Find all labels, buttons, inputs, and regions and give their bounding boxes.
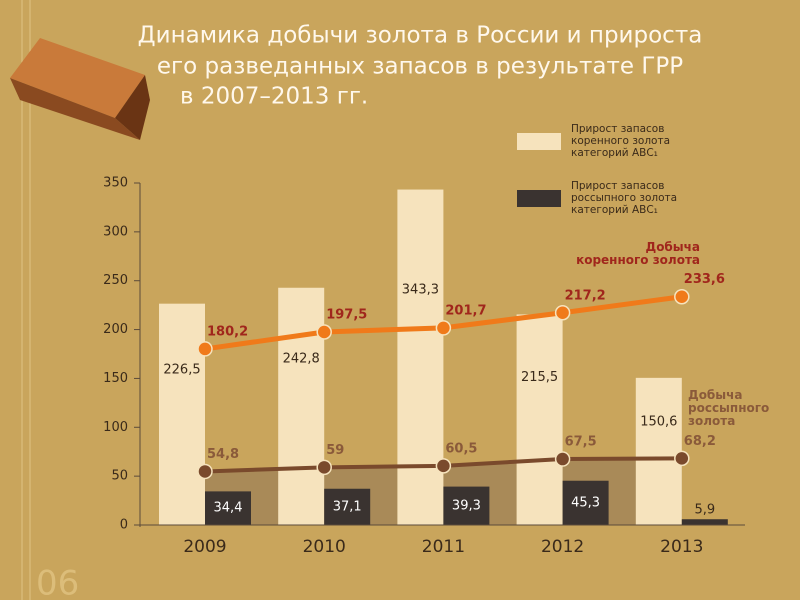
gold-bar-icon <box>10 38 150 140</box>
value-label: 215,5 <box>521 370 558 385</box>
point <box>435 458 452 474</box>
y-tick-label: 0 <box>120 518 128 533</box>
value-label: 180,2 <box>207 324 248 339</box>
bar <box>635 377 682 525</box>
value-label: 37,1 <box>333 499 362 514</box>
value-label: 201,7 <box>445 303 486 318</box>
y-tick-label: 100 <box>103 420 128 435</box>
value-label: 59 <box>326 443 344 458</box>
bar <box>562 480 609 525</box>
y-tick-label: 50 <box>111 469 128 484</box>
y-tick-label: 300 <box>103 224 128 239</box>
point <box>197 341 213 357</box>
point <box>554 451 571 467</box>
value-label: 45,3 <box>571 495 600 510</box>
x-tick-label: 2012 <box>541 537 584 557</box>
value-label: 150,6 <box>640 414 677 429</box>
title-line: Динамика добычи золота в России и прирос… <box>138 23 703 49</box>
point <box>316 459 332 476</box>
legend-swatch <box>517 133 561 150</box>
bar <box>324 488 371 525</box>
point <box>316 324 332 340</box>
value-label: 67,5 <box>565 435 597 450</box>
bar <box>397 189 444 525</box>
point <box>554 305 571 321</box>
point <box>197 463 213 480</box>
bar <box>516 314 563 525</box>
y-tick-label: 200 <box>103 322 128 337</box>
line-label: Добыча россыпного золота <box>688 388 770 428</box>
title-line: его разведанных запасов в результате ГРР <box>157 54 683 80</box>
y-tick-label: 350 <box>103 176 128 191</box>
y-tick-label: 250 <box>103 273 128 288</box>
legend-swatch <box>517 190 561 207</box>
bar <box>443 486 490 525</box>
value-label: 60,5 <box>445 441 477 456</box>
y-tick-label: 150 <box>103 371 128 386</box>
x-tick-label: 2011 <box>422 537 465 557</box>
value-label: 343,3 <box>402 283 439 298</box>
value-label: 54,8 <box>207 447 239 462</box>
value-label: 217,2 <box>565 288 606 303</box>
point <box>674 288 690 305</box>
value-label: 197,5 <box>326 308 367 323</box>
bar <box>278 287 325 525</box>
value-label: 68,2 <box>684 434 716 449</box>
bar <box>681 519 728 525</box>
page-number: 06 <box>36 564 79 600</box>
x-tick-label: 2009 <box>183 537 226 557</box>
bar <box>205 491 251 525</box>
line-label: Добыча коренного золота <box>576 240 700 267</box>
bar <box>159 303 205 525</box>
x-tick-label: 2010 <box>303 537 346 557</box>
legend-label: Прирост запасов россыпного золота катего… <box>571 180 678 216</box>
value-label: 226,5 <box>163 363 200 378</box>
point <box>435 320 452 336</box>
point <box>674 450 690 467</box>
legend-label: Прирост запасов коренного золота категор… <box>571 123 671 159</box>
value-label: 34,4 <box>214 501 243 516</box>
value-label: 242,8 <box>283 351 320 366</box>
x-tick-label: 2013 <box>660 537 703 557</box>
value-label: 5,9 <box>694 503 715 518</box>
value-label: 233,6 <box>684 272 725 287</box>
value-label: 39,3 <box>452 498 481 513</box>
title-line: в 2007–2013 гг. <box>180 84 368 110</box>
